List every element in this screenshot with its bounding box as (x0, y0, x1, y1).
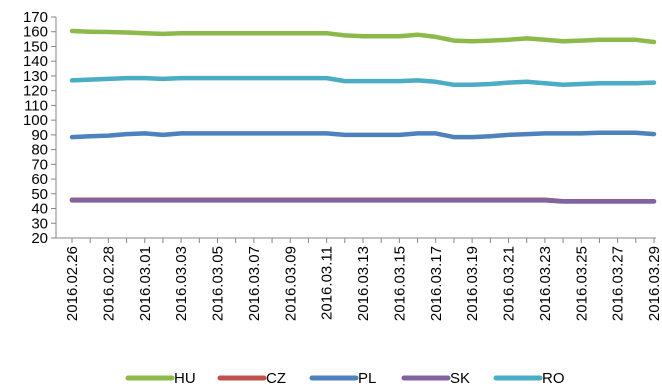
legend-label-pl: PL (358, 370, 376, 387)
x-tick-label: 2016.02.28 (100, 246, 117, 321)
y-tick-label: 90 (31, 127, 48, 144)
y-tick-label: 50 (31, 186, 48, 203)
series-lines (72, 31, 654, 202)
y-tick-label: 70 (31, 156, 48, 173)
y-tick-label: 140 (23, 53, 48, 70)
x-axis-tick-labels: 2016.02.26 2016.02.28 2016.03.01 2016.03.03… (64, 238, 662, 321)
x-tick-label: 2016.03.15 (391, 246, 408, 321)
legend-label-sk: SK (450, 370, 470, 387)
series-line-hu (72, 31, 654, 42)
x-tick-label: 2016.03.19 (464, 246, 481, 321)
legend-label-cz: CZ (266, 370, 286, 387)
y-tick-label: 170 (23, 9, 48, 26)
legend-label-hu: HU (174, 370, 196, 387)
y-tick-label: 30 (31, 215, 48, 232)
y-tick-label: 20 (31, 230, 48, 247)
x-tick-label: 2016.03.07 (246, 246, 263, 321)
x-tick-label: 2016.03.13 (355, 246, 372, 321)
x-tick-label: 2016.03.09 (282, 246, 299, 321)
series-line-ro (72, 78, 654, 85)
legend-label-ro: RO (542, 370, 565, 387)
y-tick-label: 40 (31, 201, 48, 218)
x-tick-label: 2016.03.27 (610, 246, 627, 321)
x-tick-label: 2016.03.17 (428, 246, 445, 321)
x-tick-label: 2016.03.01 (137, 246, 154, 321)
x-tick-label: 2016.03.25 (573, 246, 590, 321)
y-tick-label: 120 (23, 83, 48, 100)
x-tick-label: 2016.03.03 (173, 246, 190, 321)
x-tick-label: 2016.03.11 (319, 246, 336, 320)
y-tick-label: 110 (24, 97, 48, 114)
y-tick-label: 130 (23, 68, 48, 85)
x-tick-label: 2016.02.26 (64, 246, 81, 321)
series-line-pl (72, 133, 654, 137)
x-tick-label: 2016.03.21 (501, 246, 518, 321)
y-tick-label: 150 (23, 38, 48, 55)
y-tick-label: 60 (31, 171, 48, 188)
y-tick-label: 80 (31, 142, 48, 159)
axes (56, 17, 656, 238)
x-tick-label: 2016.03.29 (646, 246, 662, 321)
y-tick-label: 160 (23, 24, 48, 41)
y-tick-label: 100 (23, 112, 48, 129)
series-line-sk (72, 200, 654, 201)
x-tick-label: 2016.03.05 (210, 246, 227, 321)
legend: HU CZ PL SK RO (128, 370, 565, 387)
x-tick-label: 2016.03.23 (537, 246, 554, 321)
